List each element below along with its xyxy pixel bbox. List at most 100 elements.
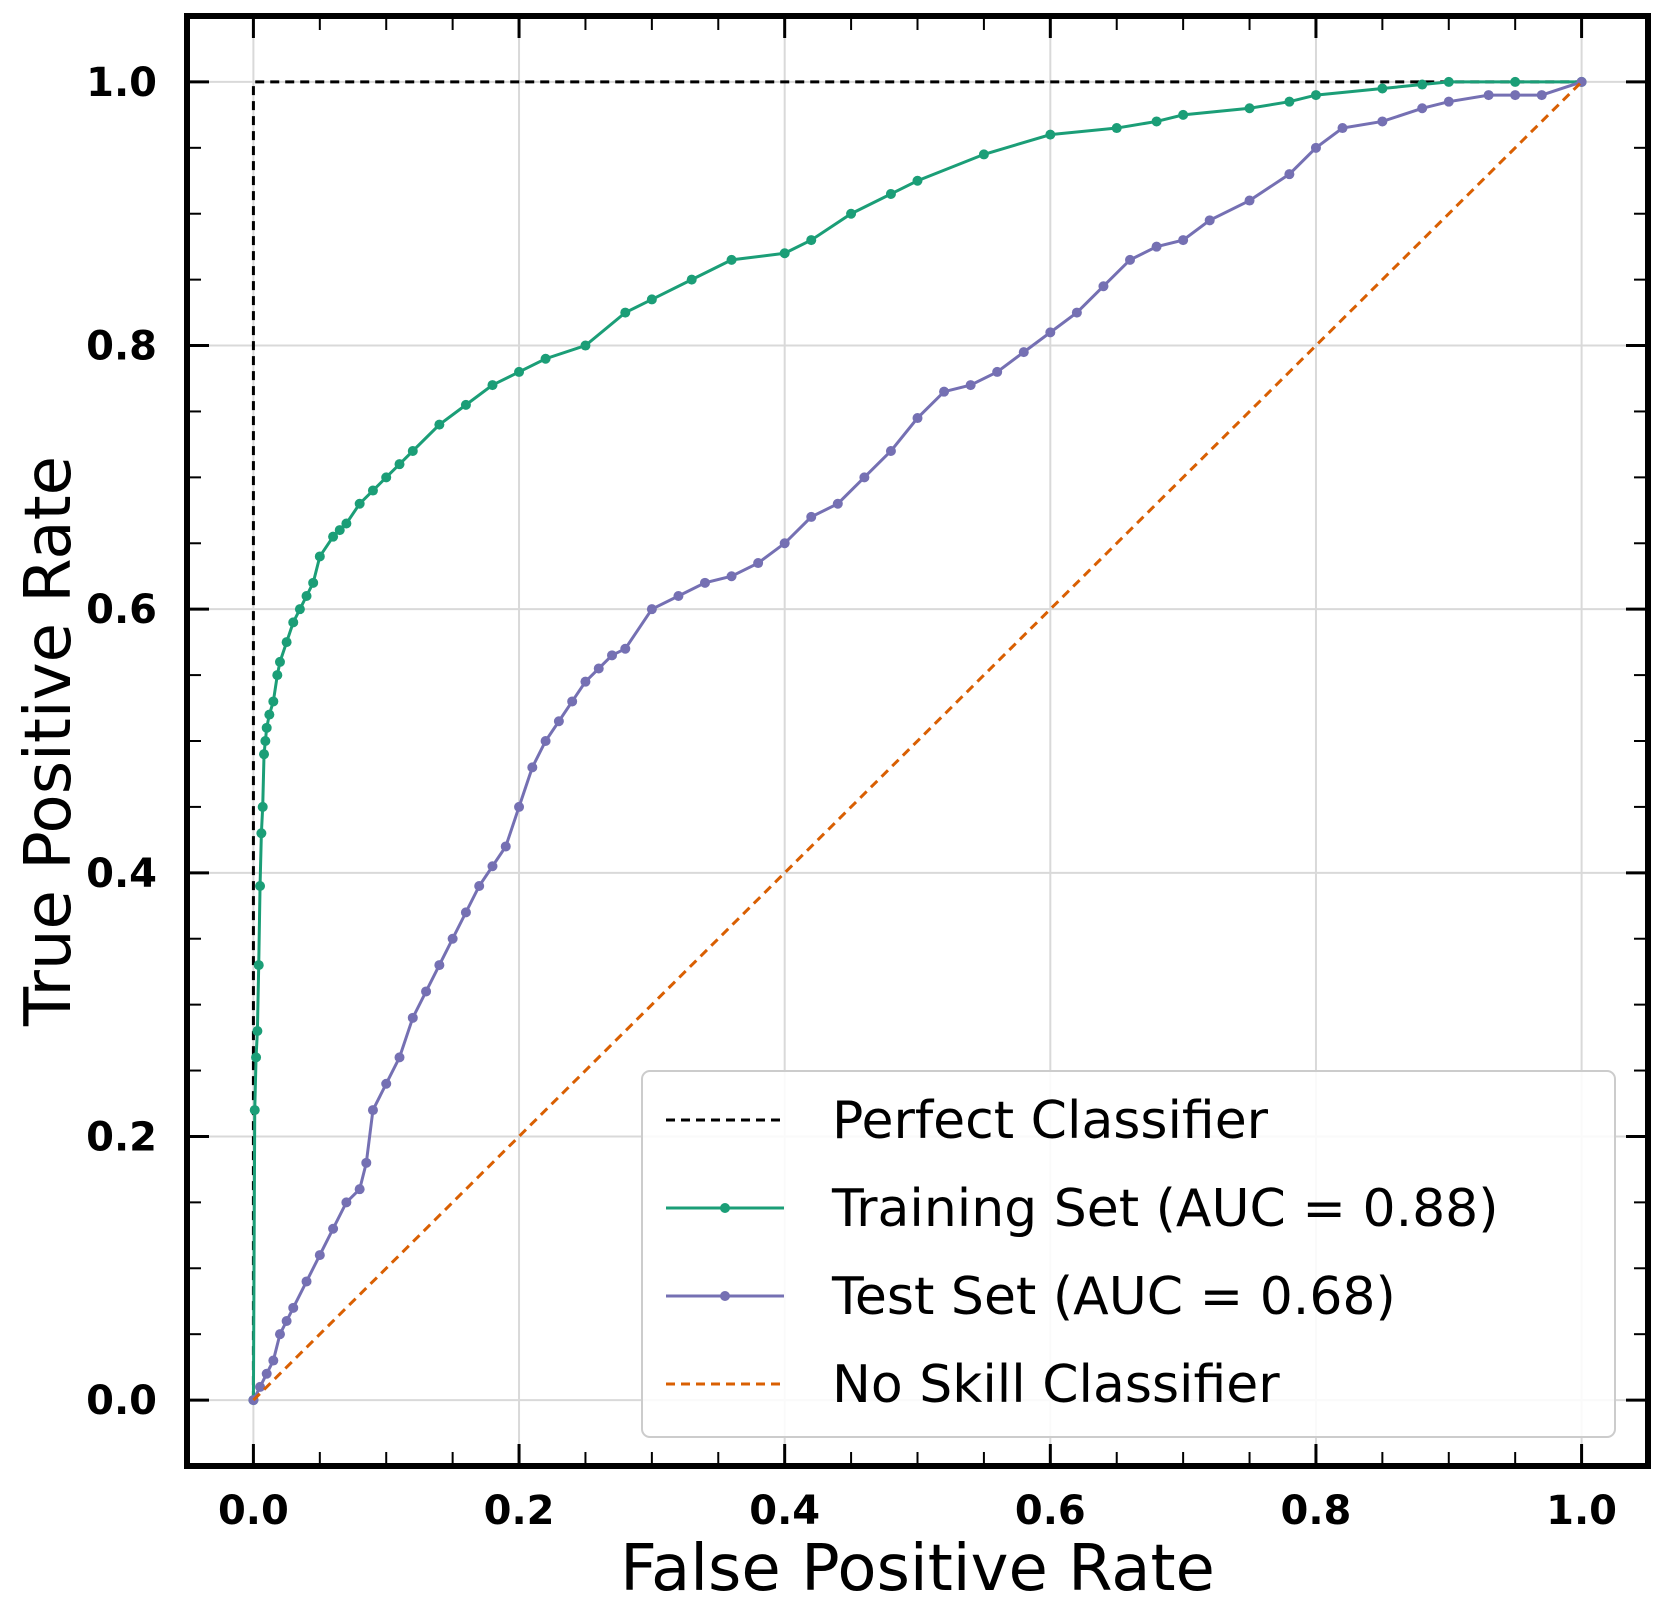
test-set-point [1178, 235, 1189, 246]
training-set-point [259, 749, 270, 760]
test-set-point [487, 861, 498, 872]
test-set-point [288, 1302, 299, 1313]
training-set-point [394, 459, 405, 470]
training-set-point [301, 591, 312, 601]
y-tick-label: 0.4 [86, 851, 157, 897]
test-set-point [593, 663, 604, 674]
legend: Perfect Classifier Training Set (AUC = 0.… [641, 1070, 1616, 1438]
x-tick-label: 0.6 [1015, 1488, 1086, 1534]
test-set-point [1483, 90, 1494, 101]
training-set-point [249, 1105, 260, 1116]
training-set-point [460, 399, 471, 410]
test-set-point [885, 446, 896, 456]
test-set-point [255, 1381, 266, 1392]
test-set-point [1204, 215, 1215, 226]
test-set-point [1510, 90, 1521, 101]
test-set-point [567, 696, 578, 707]
training-set-point [806, 235, 817, 246]
training-set-point [272, 670, 283, 681]
y-tick-label: 0.2 [86, 1114, 157, 1160]
test-set-point [328, 1223, 339, 1234]
test-set-point [553, 716, 564, 727]
test-set-point [1443, 96, 1454, 107]
test-set-point [1244, 195, 1255, 206]
plot-frame [184, 13, 1651, 1469]
test-set-point [1125, 254, 1136, 265]
test-set-point [1018, 347, 1029, 358]
test-set-point [753, 558, 764, 569]
legend-box [641, 1070, 1616, 1438]
no-skill-classifier-line [252, 80, 1583, 1402]
training-set-point [260, 736, 271, 746]
minor-ticks [187, 16, 1648, 1466]
x-tick-label: 0.8 [1281, 1488, 1352, 1534]
x-tick-label: 0.0 [218, 1488, 289, 1534]
legend-label: Perfect Classifier [832, 1091, 1269, 1151]
test-set-point [527, 762, 538, 773]
training-set-point [580, 340, 591, 351]
training-set-point [264, 709, 275, 720]
test-set-point [1337, 123, 1348, 134]
training-set-point [314, 551, 325, 562]
training-set-point [1377, 83, 1388, 94]
training-set-point [1045, 129, 1056, 140]
legend-entry-perfect-classifier: Perfect Classifier [666, 1091, 1269, 1151]
training-set-point [540, 353, 551, 364]
test-set-point [779, 538, 790, 549]
test-set-point [474, 881, 485, 891]
training-set-point [885, 188, 896, 199]
training-set-point [1178, 109, 1189, 120]
test-set-point [646, 604, 657, 615]
test-set-point [1284, 169, 1295, 180]
test-set-point [514, 801, 525, 812]
test-set-point [1098, 281, 1109, 292]
training-set-point [620, 307, 631, 318]
y-tick-label: 1.0 [86, 60, 157, 106]
training-set-point [434, 419, 445, 430]
test-set-point [274, 1329, 285, 1340]
x-tick-label: 1.0 [1546, 1488, 1617, 1534]
training-set-point [726, 254, 737, 265]
legend-label: No Skill Classifier [832, 1355, 1280, 1415]
training-set-series [248, 76, 1587, 1406]
test-set-point [314, 1250, 325, 1261]
test-set-point [580, 676, 591, 687]
test-set-point [1045, 327, 1056, 338]
test-set-point [381, 1078, 392, 1089]
training-set-point [255, 881, 266, 891]
test-set-point [992, 366, 1003, 377]
training-set-point [1510, 76, 1521, 87]
test-set-point [421, 986, 432, 997]
x-axis-label: False Positive Rate [620, 1532, 1215, 1606]
training-set-point [308, 577, 319, 588]
test-set-point [1536, 90, 1547, 101]
legend-entry-training-set: Training Set (AUC = 0.88) [666, 1179, 1499, 1239]
training-set-point [1244, 103, 1255, 114]
training-set-point [294, 604, 305, 615]
test-set-point [939, 386, 950, 397]
training-set-point [686, 274, 697, 285]
test-set-point [268, 1355, 279, 1366]
training-set-point [281, 637, 292, 648]
test-set-point [607, 650, 618, 661]
training-set-point [274, 656, 285, 667]
training-set-point [487, 380, 498, 391]
training-set-point [354, 498, 365, 509]
test-set-point [394, 1052, 405, 1063]
test-set-series [248, 76, 1587, 1406]
training-set-point [288, 617, 299, 628]
legend-marker [720, 1291, 730, 1301]
test-set-point [965, 380, 976, 391]
training-set-point [912, 175, 923, 186]
perfect-classifier-line [251, 80, 1582, 1401]
test-set-point [361, 1157, 372, 1168]
test-set-point [261, 1368, 272, 1379]
training-set-point [407, 446, 418, 456]
legend-label: Training Set (AUC = 0.88) [831, 1179, 1499, 1239]
test-set-point [726, 571, 737, 582]
training-set-point [646, 294, 657, 305]
legend-entry-test-set: Test Set (AUC = 0.68) [666, 1267, 1396, 1327]
training-set-point [252, 1026, 263, 1036]
x-tick-label: 0.4 [749, 1488, 820, 1534]
